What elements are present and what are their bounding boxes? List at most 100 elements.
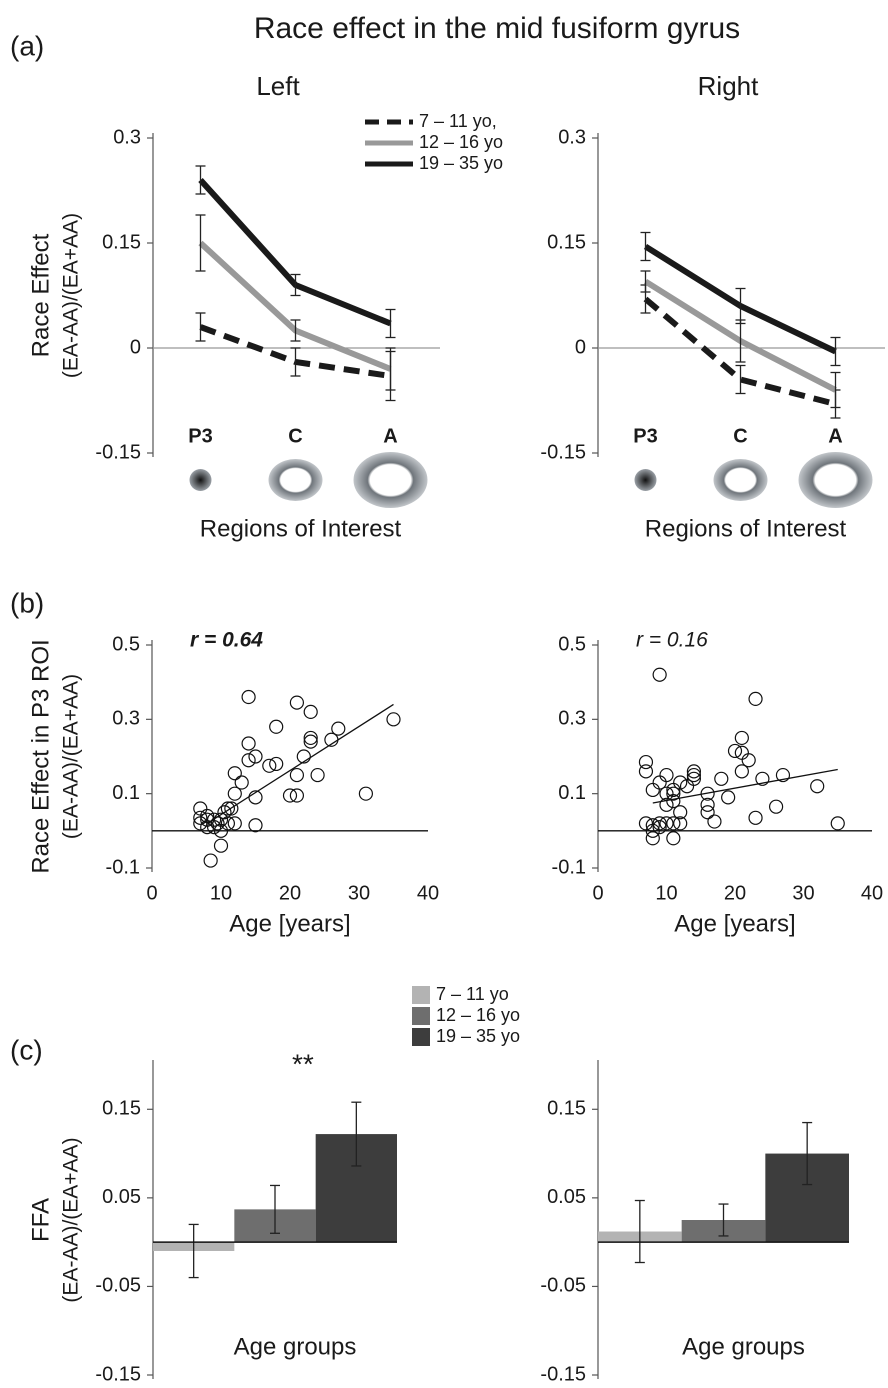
point <box>282 788 298 803</box>
legend-label: 19 – 35 yo <box>419 153 503 173</box>
point <box>296 749 311 764</box>
point <box>645 831 660 846</box>
fit-line <box>652 768 838 804</box>
point <box>331 721 346 736</box>
point <box>673 775 688 790</box>
point <box>207 812 222 827</box>
point <box>262 758 277 773</box>
y-tick-label: -0.05 <box>540 1275 586 1297</box>
point <box>213 812 229 827</box>
x-axis-label: Regions of Interest <box>200 515 402 542</box>
point <box>227 766 242 781</box>
y-tick-label: 0 <box>575 336 586 358</box>
figure-title: Race effect in the mid fusiform gyrus <box>254 12 740 45</box>
point <box>686 771 702 786</box>
y-tick-label: 0.3 <box>558 708 586 730</box>
roi-icon <box>353 452 428 508</box>
legend-label: 19 – 35 yo <box>436 1026 520 1046</box>
series-line <box>643 296 837 407</box>
point <box>714 771 729 786</box>
y-tick-label: 0.15 <box>102 231 141 253</box>
point <box>659 816 674 831</box>
point <box>638 754 654 770</box>
point <box>234 775 249 790</box>
y-axis-label: Race Effect in P3 ROI <box>27 639 54 873</box>
x-tick-label: 30 <box>792 882 814 904</box>
column-title: Left <box>256 71 300 101</box>
y-tick-label: 0.3 <box>558 126 586 148</box>
y-tick-label: -0.15 <box>95 441 141 463</box>
point <box>686 767 702 783</box>
point <box>659 767 674 783</box>
point <box>269 756 284 772</box>
point <box>775 767 791 783</box>
y-tick-label: 0.15 <box>547 231 586 253</box>
point <box>386 712 401 727</box>
y-axis-label: (EA-AA)/(EA+AA) <box>60 213 83 378</box>
point <box>241 753 256 768</box>
point <box>289 695 304 710</box>
legend-label: 7 – 11 yo, <box>419 111 497 131</box>
point <box>666 786 681 801</box>
x-tick-label: C <box>288 425 302 447</box>
point <box>303 704 318 720</box>
panel-label: (b) <box>10 587 44 618</box>
point <box>673 816 688 831</box>
column-title: Right <box>698 71 759 101</box>
y-axis-label: (EA-AA)/(EA+AA) <box>60 674 83 839</box>
point <box>303 734 318 749</box>
y-tick-label: 0.3 <box>112 708 140 730</box>
point <box>248 818 263 833</box>
panel-label: (c) <box>10 1034 43 1065</box>
point <box>203 853 218 868</box>
x-tick-label: 0 <box>146 882 157 904</box>
annotation: r = 0.64 <box>190 629 263 652</box>
x-tick-label: 30 <box>348 882 370 904</box>
y-tick-label: 0.05 <box>102 1186 141 1208</box>
legend-swatch <box>412 1007 430 1025</box>
x-tick-label: 0 <box>592 882 603 904</box>
point <box>673 805 688 820</box>
y-tick-label: 0.1 <box>558 782 586 804</box>
point <box>193 810 208 825</box>
point <box>727 743 743 759</box>
y-tick-label: 0.05 <box>547 1186 586 1208</box>
point <box>220 816 235 831</box>
x-tick-label: A <box>828 425 842 447</box>
y-tick-label: 0.3 <box>113 126 141 148</box>
point <box>810 779 825 794</box>
point <box>741 753 756 768</box>
x-tick-label: 40 <box>861 882 883 904</box>
x-tick-label: 10 <box>655 882 677 904</box>
point <box>700 797 715 812</box>
y-tick-label: -0.15 <box>540 1363 586 1385</box>
point <box>748 691 763 706</box>
point <box>241 736 256 751</box>
y-tick-label: 0.15 <box>102 1098 141 1120</box>
point <box>241 689 256 705</box>
x-tick-label: 10 <box>210 882 232 904</box>
point <box>358 786 373 801</box>
x-tick-label: C <box>733 425 747 447</box>
x-tick-label: P3 <box>633 425 657 447</box>
roi-icon <box>798 452 873 508</box>
point <box>289 767 304 783</box>
point <box>659 797 674 812</box>
x-tick-label: 20 <box>724 882 746 904</box>
x-axis-label: Regions of Interest <box>645 515 847 542</box>
point <box>755 771 770 786</box>
annotation: ** <box>292 1048 314 1079</box>
point <box>666 816 681 831</box>
y-tick-label: -0.1 <box>106 856 140 878</box>
point <box>289 788 304 803</box>
point <box>652 667 667 682</box>
point <box>310 767 325 783</box>
legend-label: 12 – 16 yo <box>436 1005 520 1025</box>
x-axis-label: Age groups <box>682 1333 805 1360</box>
point <box>721 790 736 805</box>
point <box>734 764 749 779</box>
point <box>666 831 681 846</box>
point <box>652 816 667 831</box>
x-tick-label: 20 <box>279 882 301 904</box>
